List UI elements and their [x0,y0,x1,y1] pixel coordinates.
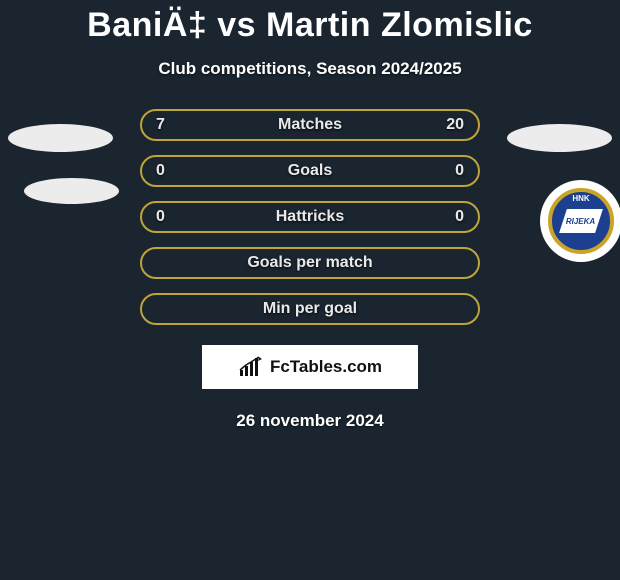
chart-icon [238,356,264,378]
badge-center-text: RIJEKA [566,217,595,226]
stat-label: Goals [142,162,478,180]
stat-row-hattricks: 0 Hattricks 0 [140,201,480,233]
stat-row-goals: 0 Goals 0 [140,155,480,187]
player-right-avatar-placeholder [507,124,612,152]
club-badge: HNK RIJEKA [530,180,620,262]
player-left-avatar-placeholder-2 [24,178,119,204]
stat-label: Min per goal [142,300,478,318]
branding-box: FcTables.com [202,345,418,389]
subtitle: Club competitions, Season 2024/2025 [0,59,620,79]
stat-row-gpm: Goals per match [140,247,480,279]
stat-label: Goals per match [142,254,478,272]
stats-container: 7 Matches 20 0 Goals 0 0 Hattricks 0 Goa… [140,109,480,325]
branding-text: FcTables.com [270,357,382,377]
stat-label: Matches [142,116,478,134]
date-text: 26 november 2024 [0,411,620,431]
stat-row-matches: 7 Matches 20 [140,109,480,141]
player-left-avatar-placeholder-1 [8,124,113,152]
stat-row-mpg: Min per goal [140,293,480,325]
page-title: BaniÄ‡ vs Martin Zlomislic [0,0,620,45]
badge-top-text: HNK [572,194,589,203]
stat-label: Hattricks [142,208,478,226]
